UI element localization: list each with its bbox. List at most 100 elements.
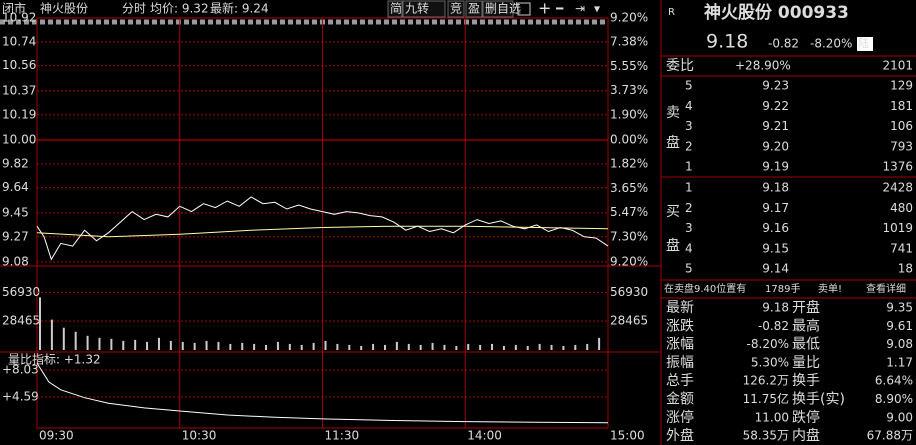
toolbar-button[interactable]: 九转 xyxy=(405,1,429,16)
y2-tick-label: 0.00% xyxy=(610,133,648,147)
notice-text: 1789手 xyxy=(765,282,800,295)
badge-box xyxy=(857,37,873,51)
book-side-label: 买 xyxy=(666,204,680,220)
stat-value: 5.30% xyxy=(751,355,789,369)
toolbar-button-frame[interactable] xyxy=(387,0,403,18)
y-tick-label: 9.82 xyxy=(2,156,29,170)
book-price: 9.21 xyxy=(762,119,789,133)
stat-label: 开盘 xyxy=(792,299,820,316)
book-price: 9.22 xyxy=(762,99,789,113)
y-tick-label: 10.00 xyxy=(2,133,36,147)
volume-bar xyxy=(372,343,375,350)
book-price: 9.18 xyxy=(762,181,789,195)
toolbar-button-frame[interactable] xyxy=(465,0,483,18)
stat-value: 9.08 xyxy=(886,337,913,351)
volume-bar xyxy=(217,341,220,350)
book-level: 2 xyxy=(685,201,693,215)
menu-icon[interactable]: ▾ xyxy=(594,2,600,16)
y-tick-label: 9.45 xyxy=(2,205,29,219)
volume-bar xyxy=(193,342,196,350)
time-label: 14:00 xyxy=(467,429,502,443)
book-level: 5 xyxy=(685,79,693,93)
y2-tick-label: 3.65% xyxy=(610,181,648,195)
stat-label: 最高 xyxy=(792,317,820,334)
stat-label: 总手 xyxy=(666,373,694,389)
book-volume: 129 xyxy=(890,79,913,93)
notice-text: 在卖盘9.40位置有 xyxy=(664,282,746,295)
stock-title: 神火股份 000933 xyxy=(704,2,849,23)
volume-bar xyxy=(181,341,184,350)
y-tick-label: 10.56 xyxy=(2,58,36,72)
volume-bar xyxy=(110,338,113,350)
toolbar-button[interactable]: 竞 xyxy=(450,2,462,16)
minus-icon[interactable]: ━ xyxy=(555,2,564,16)
volume-bar xyxy=(312,342,315,350)
y2-tick-label: 1.90% xyxy=(610,107,648,121)
volume-bar xyxy=(98,337,101,350)
volume-bar xyxy=(538,343,541,350)
stat-value: 9.35 xyxy=(886,301,913,315)
book-price: 9.16 xyxy=(762,221,789,235)
toolbar-button[interactable]: 盈 xyxy=(468,2,480,16)
time-label: 11:30 xyxy=(325,429,360,443)
volume-bar xyxy=(383,344,386,350)
volume-tick-label: 28465 xyxy=(610,314,648,328)
plus-icon[interactable]: + xyxy=(538,0,551,18)
book-price: 9.19 xyxy=(762,160,789,174)
book-volume: 741 xyxy=(890,241,913,255)
toolbar-status: 闭市 xyxy=(2,1,26,16)
volume-bar xyxy=(514,344,517,350)
toolbar-button[interactable]: 删自选 xyxy=(485,2,521,16)
lock-icon[interactable] xyxy=(517,2,531,16)
y2-tick-label: 1.82% xyxy=(610,157,648,171)
quote-badge: 陆 xyxy=(858,36,869,50)
volume-bar xyxy=(134,339,137,350)
y-tick-label: 10.19 xyxy=(2,107,36,121)
book-volume: 480 xyxy=(890,201,913,215)
volume-bar xyxy=(443,344,446,350)
volume-bar xyxy=(86,335,89,350)
book-volume: 18 xyxy=(898,262,913,276)
order-ratio: +28.90% xyxy=(735,59,791,73)
stat-value: 8.90% xyxy=(875,392,913,406)
toolbar-mode: 分时 xyxy=(122,2,146,16)
volume-bar xyxy=(598,337,601,350)
volume-bar xyxy=(407,343,410,350)
next-icon[interactable]: ⇥ xyxy=(575,2,585,16)
stat-label: 跌停 xyxy=(792,409,820,426)
volume-bar xyxy=(360,345,363,350)
volume-bar xyxy=(205,340,208,350)
volume-bar xyxy=(276,341,279,350)
y2-tick-label: 5.55% xyxy=(610,59,648,73)
stat-label: 振幅 xyxy=(666,355,694,371)
y2-tick-label: 7.38% xyxy=(610,35,648,49)
stat-label: 最低 xyxy=(792,337,820,353)
volume-bar xyxy=(39,297,41,350)
volume-bar xyxy=(348,344,351,350)
y2-tick-label: 9.20% xyxy=(610,255,648,269)
stat-value: 126.2万 xyxy=(743,374,789,388)
time-label: 09:30 xyxy=(39,429,74,443)
volume-bar xyxy=(526,345,529,350)
notice-text[interactable]: 查看详细 xyxy=(866,282,906,295)
book-price: 9.23 xyxy=(762,79,789,93)
volume-bar xyxy=(288,343,291,350)
book-price: 9.20 xyxy=(762,139,789,153)
toolbar-icons[interactable]: + ━ ⇥ ▾ xyxy=(517,0,600,18)
volume-bar xyxy=(74,331,77,350)
toolbar-button-frame[interactable] xyxy=(447,0,465,18)
volume-bar xyxy=(229,343,232,350)
quote-change: -0.82 xyxy=(768,37,799,51)
stat-value: 11.75亿 xyxy=(743,391,789,406)
toolbar-button-frame[interactable] xyxy=(402,0,446,18)
volume-tick-label: 56930 xyxy=(610,285,648,299)
book-price: 9.14 xyxy=(762,262,789,276)
toolbar-button[interactable]: 简 xyxy=(390,2,402,16)
y-tick-label: 9.64 xyxy=(2,180,29,194)
price-line xyxy=(36,225,609,238)
volume-bar xyxy=(253,343,256,350)
volume-bar xyxy=(467,343,470,350)
volume-tick-label: 56930 xyxy=(2,285,40,299)
stat-value: 9.61 xyxy=(886,319,913,333)
toolbar-button-frame[interactable] xyxy=(482,0,514,18)
